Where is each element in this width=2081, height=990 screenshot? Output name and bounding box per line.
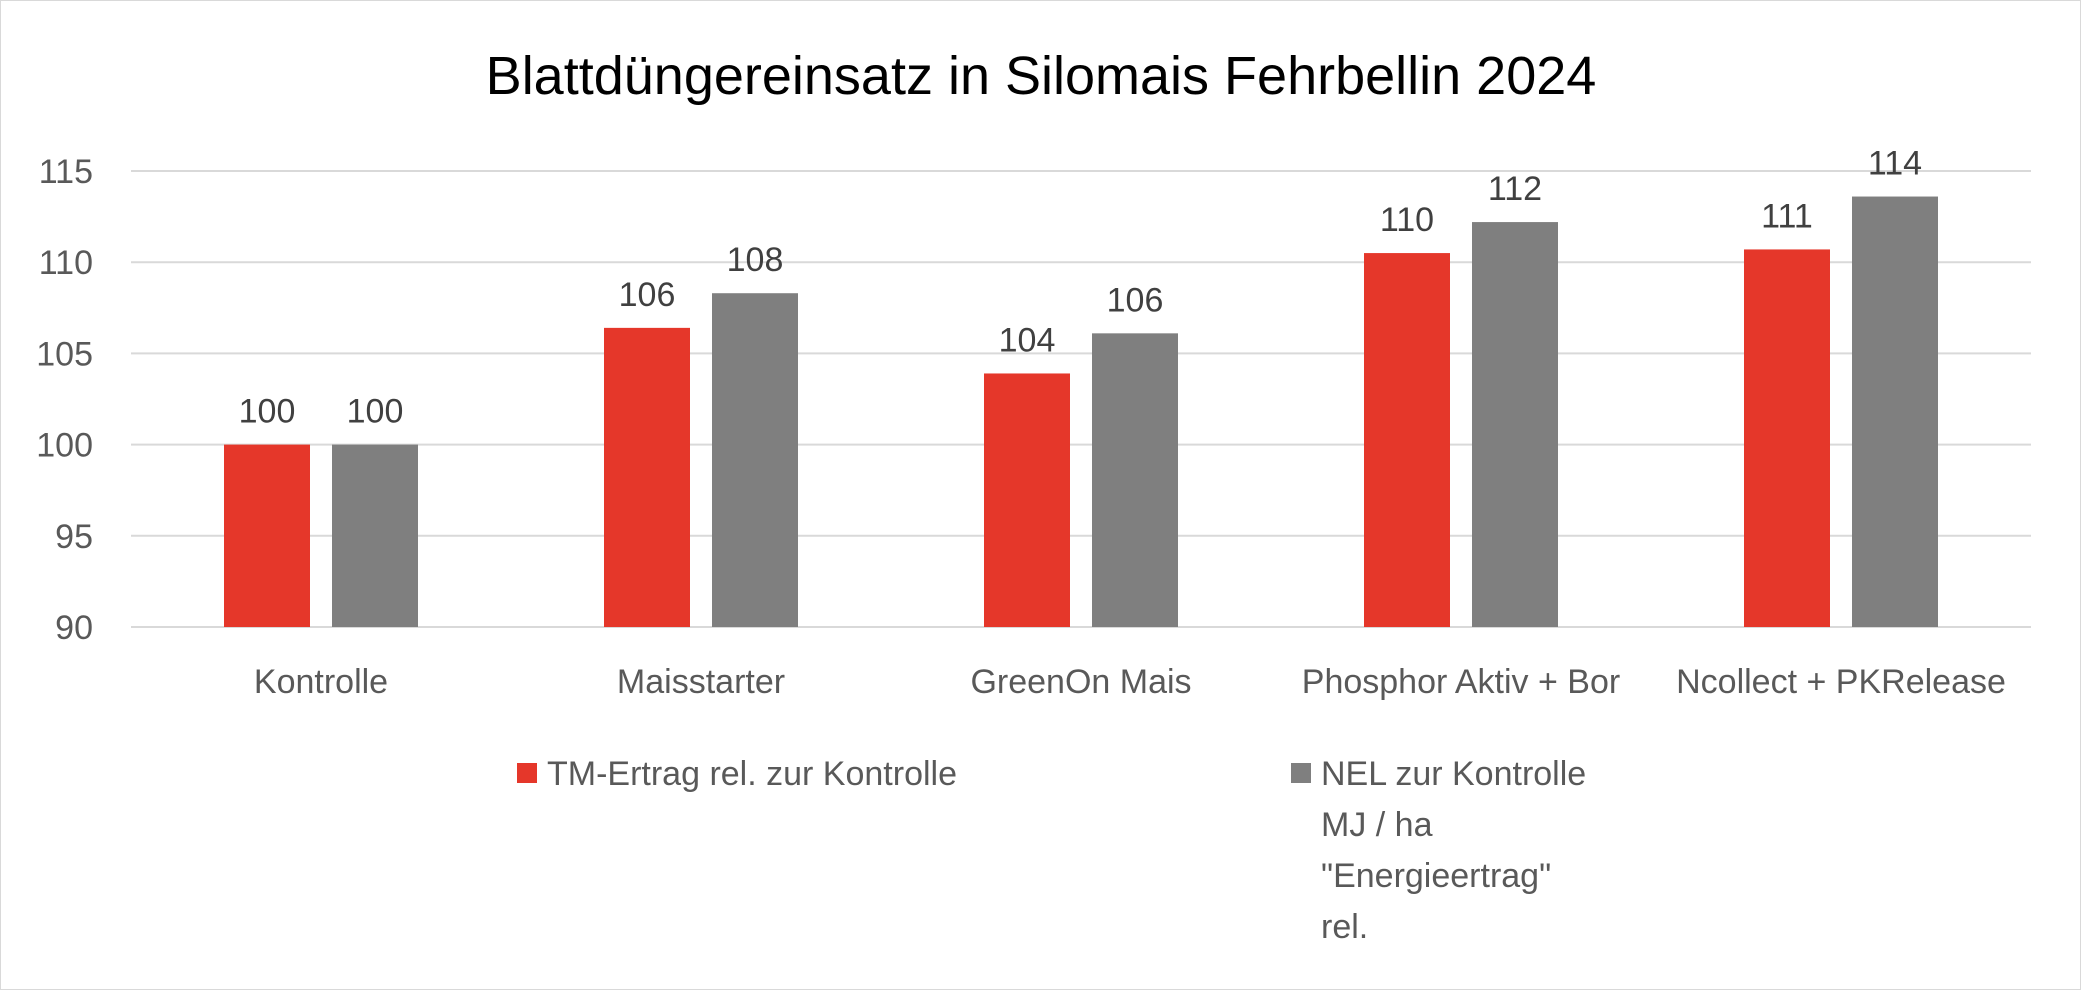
data-label: 106: [1107, 281, 1164, 319]
x-category-label: Ncollect + PKRelease: [1676, 663, 2006, 701]
y-tick-label: 90: [55, 609, 93, 647]
legend-label-series-2-line: NEL zur Kontrolle: [1321, 755, 1586, 793]
legend-swatch-series-2: [1291, 763, 1311, 783]
data-label: 108: [727, 241, 784, 279]
data-label: 110: [1380, 201, 1434, 239]
y-tick-label: 100: [36, 427, 93, 465]
legend-label-series-1: TM-Ertrag rel. zur Kontrolle: [547, 755, 957, 793]
bar-series-2: [712, 293, 798, 627]
data-label: 106: [619, 276, 676, 314]
bar-series-2: [1852, 196, 1938, 627]
legend-label-series-2-line: "Energieertrag": [1321, 857, 1551, 895]
data-label: 100: [239, 393, 296, 431]
x-axis-categories: Kontrolle Maisstarter GreenOn Mais Phosphor…: [254, 663, 2006, 701]
data-label: 114: [1868, 145, 1922, 183]
bar-series-1: [1364, 253, 1450, 627]
gridlines: [131, 170, 2031, 628]
legend-label-series-2-line: MJ / ha: [1321, 806, 1433, 844]
chart-title: Blattdüngereinsatz in Silomais Fehrbelli…: [486, 46, 1597, 106]
bar-series-2: [1472, 222, 1558, 627]
x-category-label: GreenOn Mais: [970, 663, 1191, 701]
y-tick-label: 95: [55, 518, 93, 556]
legend-label-series-2-line: rel.: [1321, 908, 1368, 946]
y-tick-label: 105: [36, 335, 93, 373]
bar-series-2: [332, 444, 418, 627]
legend-swatch-series-1: [517, 763, 537, 783]
bar-series-1: [984, 373, 1070, 627]
y-tick-label: 115: [39, 153, 93, 191]
bars: [224, 196, 1938, 627]
bar-series-1: [604, 327, 690, 627]
bar-series-1: [224, 444, 310, 627]
x-category-label: Kontrolle: [254, 663, 388, 701]
data-label: 111: [1761, 197, 1813, 235]
y-axis-ticks: 90 95 100 105 110 115: [36, 153, 93, 647]
data-label: 100: [347, 393, 404, 431]
data-labels: 100 106 104 110 111 100 108 106 112 114: [239, 145, 1922, 431]
x-category-label: Maisstarter: [617, 663, 785, 701]
bar-series-2: [1092, 333, 1178, 627]
data-label: 112: [1488, 170, 1542, 208]
y-tick-label: 110: [39, 244, 93, 282]
x-category-label: Phosphor Aktiv + Bor: [1302, 663, 1620, 701]
legend: TM-Ertrag rel. zur Kontrolle NEL zur Kont…: [517, 755, 1586, 946]
bar-series-1: [1744, 249, 1830, 627]
data-label: 104: [999, 321, 1056, 359]
